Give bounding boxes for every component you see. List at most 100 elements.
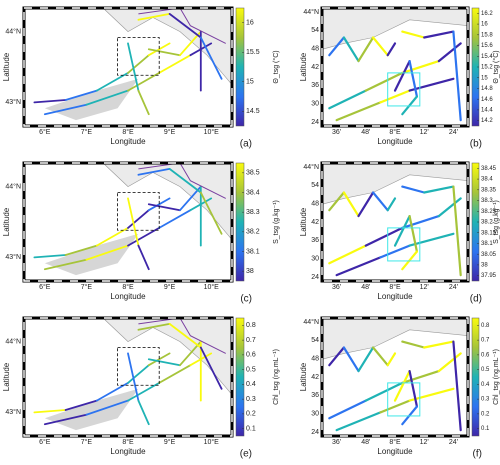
ship-track [335,411,382,432]
x-tick-label: 24' [449,439,458,446]
ship-track [43,413,88,426]
y-tick-label: 54 [311,27,319,34]
colorbar-tick-label: 0.4 [481,382,490,388]
map-panel [320,316,470,438]
colorbar-tick-label: 16 [481,22,488,28]
colorbar-tick-label: 38 [481,262,488,268]
colorbar-tick-label: 38.3 [246,209,260,216]
ship-track [401,59,440,75]
ship-track [328,191,345,212]
ship-track [127,72,161,92]
x-tick-label: 12' [420,284,429,291]
map-panel [22,161,234,283]
ship-track [452,30,462,122]
colorbar-label: Chl_tsg (ng.mL⁻¹) [493,349,500,405]
colorbar-tick-label: 14.4 [481,107,493,113]
ship-track [357,191,375,218]
y-tick-label: 44°N [5,27,21,35]
y-axis-label: Latitude [2,52,11,81]
ship-track [328,244,367,265]
frame-dash [321,317,469,437]
colorbar-tick-label: 15.2 [481,65,493,71]
y-tick-label: 44°N [303,163,319,171]
ship-track [423,185,455,194]
ship-track [43,103,88,116]
frame-dash [23,7,233,127]
ship-track [342,346,360,373]
frame-dash [321,7,469,127]
ship-track [328,346,345,367]
x-tick-label: 10°E [204,128,220,136]
x-tick-label: 7°E [81,283,93,291]
ship-track [43,258,88,271]
glider-track [138,162,226,199]
panel-label: (b) [470,139,482,150]
colorbar-tick-label: 14.6 [481,97,493,103]
colorbar-tick-label: 0.2 [481,411,490,417]
colorbar-tick-label: 38.15 [481,230,497,236]
colorbar-tick-label: 0.7 [246,337,256,344]
y-axis-label: Latitude [299,207,308,236]
colorbar-tick-label: 0.6 [481,352,490,358]
ship-track [147,197,171,212]
y-tick-label: 54 [311,337,319,344]
ship-track [33,99,67,104]
ship-track [342,191,360,218]
zoom-box [387,72,421,107]
ship-track [158,54,192,74]
frame-dash [23,162,233,282]
colorbar-label: S_tsg (g.kg⁻¹) [493,200,500,244]
ship-track [64,399,98,411]
ship-track [408,232,455,247]
colorbar-tick-label: 15 [481,75,488,81]
ship-track [408,77,455,92]
colorbar-tick-label: 38.05 [481,252,497,258]
ship-track [357,36,375,63]
colorbar-label: Θ_tsg (°C) [272,50,280,83]
ship-track [393,215,411,247]
ship-track [137,12,171,21]
ship-track [401,370,440,384]
y-tick-label: 48 [311,356,319,363]
colorbar-tick-label: 38.5 [246,170,260,177]
map-panel [320,161,470,283]
colorbar [235,317,245,437]
colorbar-tick-label: 14.2 [481,118,493,124]
ship-track [127,226,161,247]
ship-track [408,59,418,98]
ship-track [168,167,202,194]
ship-track [386,352,397,367]
ship-track [401,215,440,229]
ship-track [328,89,367,110]
y-axis-label: Latitude [2,207,11,236]
ship-track [335,256,382,277]
colorbar-tick-label: 0.7 [481,338,490,344]
ship-track [33,409,67,414]
ship-track [137,399,150,426]
colorbar-tick-label: 38.1 [481,241,493,247]
ship-track [85,399,129,416]
ship-track [401,340,426,349]
colorbar-label: S_tsg (g.kg⁻¹) [273,200,280,244]
x-tick-label: 10°E [204,438,220,446]
frame-dash [321,162,469,282]
x-tick-label: 8°E [122,438,134,446]
colorbar-tick-label: 38.2 [481,220,493,226]
x-tick-label: 8°E [122,283,134,291]
y-axis-label: Latitude [2,362,11,391]
x-axis-label: Longitude [110,137,146,146]
y-tick-label: 30 [311,411,319,418]
y-tick-label: 30 [311,101,319,108]
x-tick-label: 6°E [39,283,51,291]
ship-track [408,370,418,408]
x-tick-label: 36' [332,439,341,446]
colorbar-tick-label: 38.1 [246,248,260,255]
colorbar-tick-label: 0.2 [246,411,256,418]
ship-track [158,364,192,384]
ship-track [437,197,462,218]
colorbar-tick-label: 0.3 [481,397,490,403]
colorbar-tick-label: 0.1 [481,426,490,432]
x-tick-label: 9°E [164,438,176,446]
y-tick-label: 48 [311,46,319,53]
